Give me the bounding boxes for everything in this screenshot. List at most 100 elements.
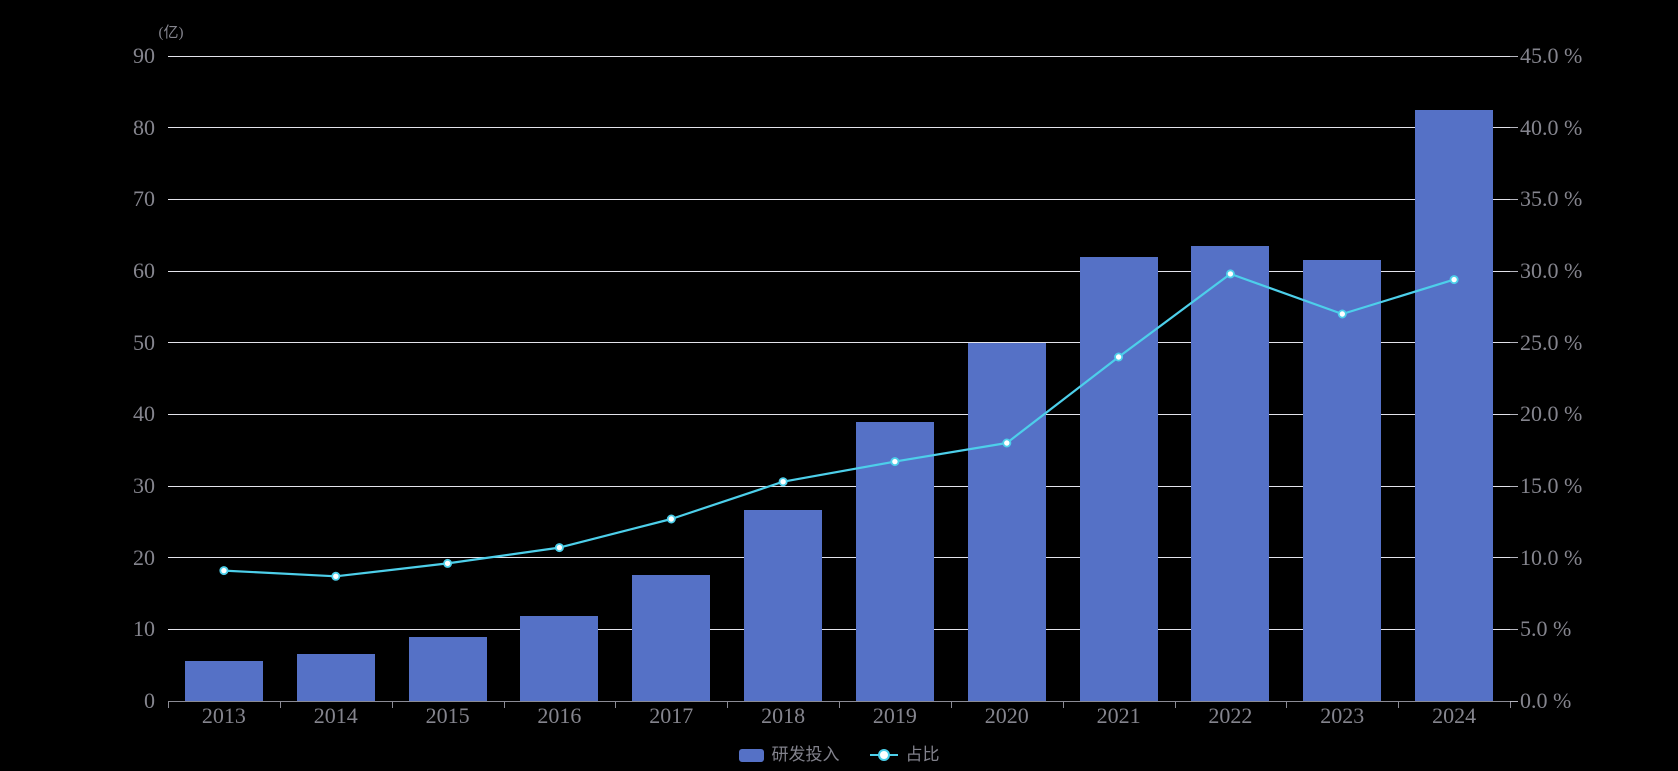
left-axis-tick-label: 10 <box>133 616 155 642</box>
left-axis-tick-label: 20 <box>133 544 155 570</box>
h-gridline <box>168 55 1510 57</box>
h-gridline <box>168 270 1510 272</box>
ratio-marker-2014 <box>331 571 341 581</box>
right-axis-tick-label: 25.0 % <box>1520 329 1583 355</box>
x-axis-tick-label: 2016 <box>537 703 582 728</box>
ratio-marker-2022 <box>1225 269 1235 279</box>
h-gridline <box>168 557 1510 559</box>
left-axis-tick-label: 60 <box>133 258 155 283</box>
x-axis-tick-label: 2023 <box>1320 703 1365 728</box>
bar-2014 <box>296 654 375 701</box>
ratio-marker-2015 <box>443 558 453 568</box>
right-axis-tick <box>1510 342 1518 344</box>
ratio-line-series <box>219 269 1459 581</box>
left-axis-tick-label: 90 <box>133 43 155 68</box>
bar-2016 <box>520 615 599 701</box>
x-axis-tick-label: 2017 <box>649 703 694 728</box>
right-axis-tick <box>1510 413 1518 415</box>
legend: 研发投入 占比 <box>0 744 1678 766</box>
x-axis-tick <box>391 702 393 708</box>
bar-2018 <box>744 509 823 701</box>
ratio-marker-2019 <box>890 457 900 467</box>
legend-label-ratio: 占比 <box>905 745 940 764</box>
ratio-marker-2024 <box>1449 275 1459 285</box>
x-axis-tick-label: 2015 <box>425 703 470 728</box>
right-axis-tick <box>1510 700 1518 702</box>
h-gridline <box>168 342 1510 344</box>
right-axis-tick-label: 45.0 % <box>1520 43 1583 68</box>
ratio-marker-2020 <box>1002 438 1012 448</box>
left-axis-tick-label: 50 <box>133 329 155 355</box>
x-axis-tick <box>615 702 617 708</box>
bar-2023 <box>1303 260 1382 701</box>
ratio-marker-2013 <box>219 566 229 576</box>
h-gridline <box>168 628 1510 630</box>
right-axis-tick <box>1510 55 1518 57</box>
ratio-line <box>223 272 1455 578</box>
right-axis-tick <box>1510 557 1518 559</box>
x-axis-tick <box>1398 702 1400 708</box>
ratio-marker-2018 <box>778 477 788 487</box>
bar-2017 <box>632 574 711 701</box>
right-axis-tick-label: 0.0 % <box>1520 688 1572 713</box>
ratio-marker-2017 <box>666 514 676 524</box>
right-axis-tick-label: 20.0 % <box>1520 401 1583 427</box>
right-axis-tick <box>1510 628 1518 630</box>
x-axis-tick <box>1062 702 1064 708</box>
right-axis-tick-label: 15.0 % <box>1520 473 1583 498</box>
bar-2021 <box>1079 256 1158 701</box>
x-axis-tick-label: 2021 <box>1096 703 1141 728</box>
bar-series-swatch-icon <box>738 748 764 762</box>
legend-label-rd-investment: 研发投入 <box>771 745 840 764</box>
x-axis-tick-label: 2022 <box>1208 703 1253 728</box>
x-axis-tick <box>1510 702 1511 708</box>
right-axis-tick-label: 35.0 % <box>1520 186 1583 212</box>
x-axis-tick <box>1286 702 1288 708</box>
bar-2020 <box>967 342 1046 701</box>
left-axis-tick-label: 30 <box>133 473 155 498</box>
right-axis-tick <box>1510 270 1518 272</box>
bar-2024 <box>1415 110 1494 701</box>
left-axis-tick-label: 80 <box>133 114 155 140</box>
legend-item-rd-investment[interactable]: 研发投入 <box>738 744 840 766</box>
right-axis-tick <box>1510 127 1518 129</box>
x-axis-tick-label: 2014 <box>313 703 358 728</box>
left-axis-tick-label: 40 <box>133 401 155 427</box>
x-axis-tick-label: 2019 <box>872 703 917 728</box>
x-axis-tick-label: 2020 <box>984 703 1029 728</box>
ratio-marker-2021 <box>1114 352 1124 362</box>
x-axis-tick-label: 2018 <box>761 703 806 728</box>
x-axis-tick <box>168 702 169 708</box>
x-axis-tick <box>950 702 952 708</box>
x-axis-tick <box>727 702 729 708</box>
left-axis-unit-label: (亿) <box>158 25 184 41</box>
line-series-marker-icon <box>869 748 898 762</box>
x-axis-tick-label: 2013 <box>201 703 246 728</box>
ratio-marker-2023 <box>1337 309 1347 319</box>
right-axis-tick-label: 40.0 % <box>1520 114 1583 140</box>
ratio-marker-2016 <box>554 543 564 553</box>
h-gridline <box>168 485 1510 487</box>
legend-item-ratio[interactable]: 占比 <box>869 744 940 766</box>
bar-2013 <box>184 660 263 701</box>
right-axis-tick-label: 30.0 % <box>1520 258 1583 283</box>
h-gridline <box>168 413 1510 415</box>
x-axis-tick <box>1174 702 1176 708</box>
x-axis-tick <box>839 702 840 708</box>
x-axis-tick <box>279 702 281 708</box>
right-axis-tick <box>1510 198 1518 200</box>
h-gridline <box>168 127 1510 129</box>
right-axis-tick-label: 10.0 % <box>1520 544 1583 570</box>
right-axis-tick <box>1510 485 1518 487</box>
x-axis-tick <box>503 702 505 708</box>
x-axis-tick-label: 2024 <box>1432 703 1477 728</box>
left-axis-tick-label: 0 <box>144 688 155 713</box>
bar-2022 <box>1191 245 1270 701</box>
bar-2019 <box>855 421 934 701</box>
bar-2015 <box>408 637 487 701</box>
x-axis-line <box>168 701 1510 702</box>
h-gridline <box>168 198 1510 200</box>
left-axis-tick-label: 70 <box>133 186 155 212</box>
right-axis-tick-label: 5.0 % <box>1520 616 1572 642</box>
